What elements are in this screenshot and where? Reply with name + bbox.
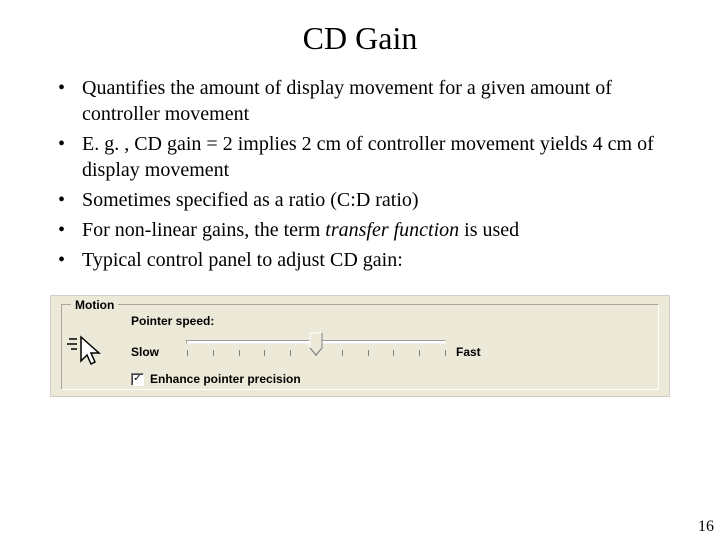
bullet-item: For non-linear gains, the term transfer … [52, 217, 680, 243]
pointer-speed-slider-row: Slow Fast [131, 334, 649, 370]
bullet-item: Quantifies the amount of display movemen… [52, 75, 680, 127]
slow-label: Slow [131, 345, 176, 359]
page-number: 16 [698, 518, 714, 536]
slider-tick [239, 350, 240, 356]
control-panel-screenshot: Motion Pointer speed: Slow [50, 295, 670, 397]
slide-title: CD Gain [0, 0, 720, 75]
motion-icon-cell [51, 296, 121, 396]
bullet-item: Typical control panel to adjust CD gain: [52, 247, 680, 273]
bullet-italic: transfer function [325, 219, 459, 241]
fast-label: Fast [456, 345, 516, 359]
bullet-text: Quantifies the amount of display movemen… [82, 77, 612, 125]
slider-tick [368, 350, 369, 356]
enhance-precision-checkbox[interactable]: ✓ [131, 373, 144, 386]
slider-tick [445, 350, 446, 356]
slider-tick [264, 350, 265, 356]
slider-tick [187, 350, 188, 356]
bullet-text: Sometimes specified as a ratio (C:D rati… [82, 189, 419, 211]
slider-thumb[interactable] [309, 332, 323, 356]
motion-panel: Motion Pointer speed: Slow [50, 295, 670, 397]
bullet-item: E. g. , CD gain = 2 implies 2 cm of cont… [52, 131, 680, 183]
bullet-list: Quantifies the amount of display movemen… [0, 75, 720, 273]
enhance-precision-label: Enhance pointer precision [150, 372, 301, 386]
enhance-precision-row: ✓ Enhance pointer precision [131, 372, 649, 386]
bullet-text-post: is used [459, 219, 519, 241]
controls-area: Pointer speed: Slow Fast [121, 296, 669, 396]
slider-tick [419, 350, 420, 356]
bullet-text: For non-linear gains, the term [82, 219, 325, 241]
slider-tick [290, 350, 291, 356]
slider-tick [213, 350, 214, 356]
pointer-speed-label: Pointer speed: [131, 314, 649, 328]
pointer-speed-slider[interactable] [186, 334, 446, 370]
slider-tick [393, 350, 394, 356]
cursor-motion-icon [67, 329, 111, 369]
slider-tick [342, 350, 343, 356]
bullet-item: Sometimes specified as a ratio (C:D rati… [52, 187, 680, 213]
bullet-text: Typical control panel to adjust CD gain: [82, 249, 403, 271]
bullet-text: E. g. , CD gain = 2 implies 2 cm of cont… [82, 133, 654, 181]
